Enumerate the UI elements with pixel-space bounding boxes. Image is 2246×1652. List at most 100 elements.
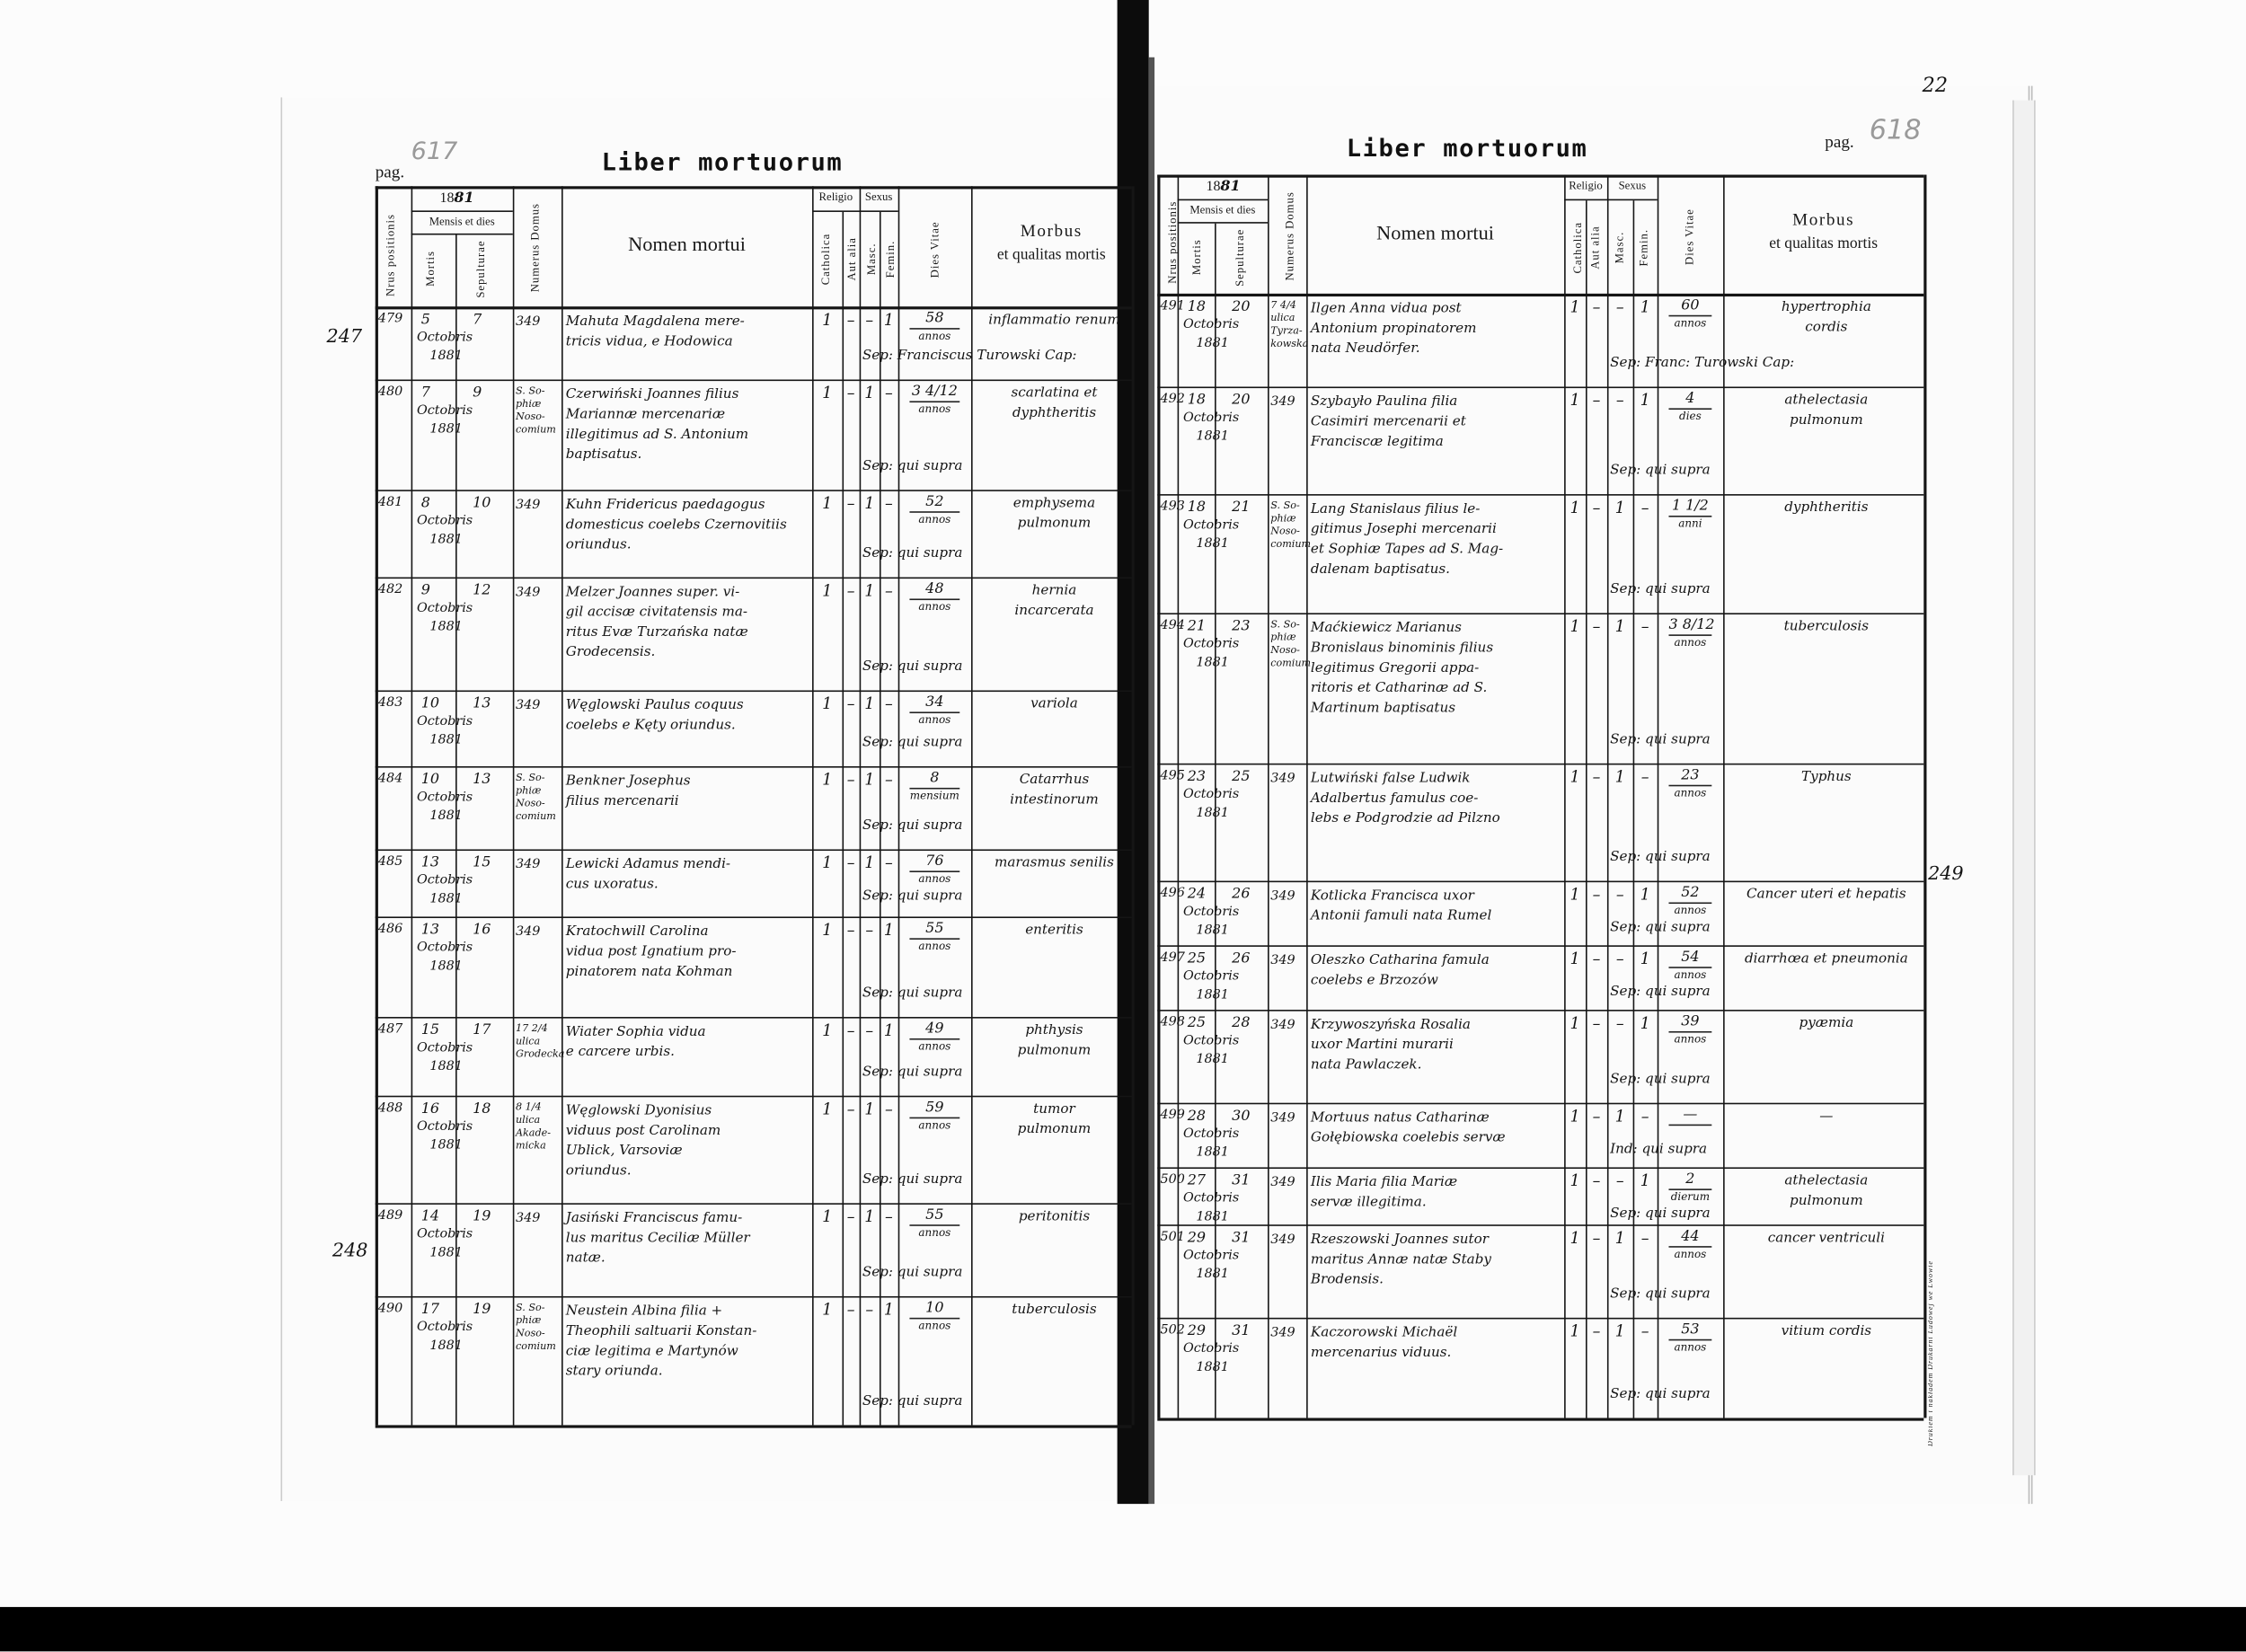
age-value: 49 <box>909 1021 960 1040</box>
age-at-death: 44 annos <box>1658 1229 1723 1260</box>
bottom-band <box>0 1606 2246 1652</box>
burial-day: 30 <box>1232 1109 1251 1125</box>
cause-of-death: peritonitis <box>980 1207 1129 1227</box>
table-right-rule <box>1131 186 1135 1426</box>
deceased-name: Benkner Josephus filius mercenarii <box>566 772 691 812</box>
header-numerus-domus: Numerus Domus <box>1283 190 1296 280</box>
month: Octobris <box>416 941 473 956</box>
name-line: dalenam baptisatus. <box>1310 561 1450 578</box>
masc-mark: 1 <box>864 694 875 714</box>
name-line: gil accisæ civitatensis ma- <box>565 604 748 621</box>
column-rule <box>1632 200 1635 1418</box>
burial-day: 21 <box>1232 499 1251 516</box>
name-line: uxor Martini murarii <box>1310 1037 1454 1053</box>
name-line: Theophili saltuarii Konstan- <box>565 1323 757 1339</box>
cause-of-death: Cancer uteri et hepatis <box>1732 885 1921 905</box>
house-number: 349 <box>1270 1109 1295 1128</box>
age-unit: annos <box>918 1118 951 1132</box>
aut-alia-mark: – <box>846 1020 855 1040</box>
burial-officiant: Sep: qui supra <box>862 545 963 562</box>
deceased-name: Lewicki Adamus mendi-cus uxoratus. <box>566 855 730 896</box>
age-unit: annos <box>1674 316 1707 330</box>
cause-line: inflammatio renum <box>988 312 1120 329</box>
name-line: Węglowski Dyonisius <box>565 1102 712 1119</box>
house-number-line: phiæ <box>515 398 542 410</box>
burial-officiant: Sep: qui supra <box>1610 849 1711 866</box>
year: 1881 <box>429 533 463 548</box>
masc-mark: – <box>865 1020 874 1040</box>
entry-number: 495 <box>1160 769 1185 784</box>
year: 1881 <box>1196 656 1229 671</box>
house-number-line: comium <box>515 1340 556 1353</box>
deceased-name: Krzywoszyńska Rosalia uxor Martini murari… <box>1311 1015 1471 1075</box>
femin-mark: – <box>1640 498 1649 517</box>
entry-number: 492 <box>1160 392 1185 407</box>
house-number-line: 7 4/4 <box>1270 299 1296 311</box>
house-number-line: phiæ <box>1270 512 1296 525</box>
name-line: Maćkiewicz Marianus <box>1310 620 1462 636</box>
cause-line: pulmonum <box>1790 412 1863 428</box>
masc-mark: 1 <box>864 1207 875 1226</box>
table-row-rule <box>375 1295 1132 1298</box>
cause-line: tuberculosis <box>1783 618 1870 635</box>
header-dies-vitae: Dies Vitae <box>927 221 941 278</box>
aut-alia-mark: – <box>1592 617 1601 636</box>
burial-day: 9 <box>473 384 482 402</box>
month: Octobris <box>416 601 473 616</box>
cause-of-death: athelectasia pulmonum <box>1732 391 1921 431</box>
masc-mark: – <box>865 310 874 330</box>
aut-alia-mark: – <box>1592 1107 1601 1126</box>
month: Octobris <box>416 1041 473 1056</box>
house-number-line: 349 <box>515 498 541 513</box>
femin-mark: – <box>884 694 893 714</box>
house-number: 349 <box>1270 887 1295 906</box>
death-day: 28 <box>1187 1109 1207 1125</box>
table-row-rule <box>1157 945 1924 947</box>
age-value: 1 1/2 <box>1668 499 1712 517</box>
table-row-rule <box>1157 494 1924 496</box>
cause-line: athelectasia <box>1784 392 1869 409</box>
year: 1881 <box>1196 1360 1229 1375</box>
month: Octobris <box>416 514 473 529</box>
name-line: Krzywoszyńska Rosalia <box>1310 1017 1471 1033</box>
year: 1881 <box>429 422 463 437</box>
column-rule <box>879 211 881 1426</box>
name-line: Antonii famuli nata Rumel <box>1310 907 1492 924</box>
age-value: 2 <box>1668 1171 1712 1190</box>
death-day: 29 <box>1187 1323 1207 1339</box>
age-value: 39 <box>1668 1014 1712 1033</box>
cause-line: scarlatina et <box>1011 384 1098 402</box>
name-line: domesticus coelebs Czernovitiis <box>565 517 787 534</box>
month: Octobris <box>1182 1034 1240 1049</box>
name-line: nata Pawlaczek. <box>1310 1056 1422 1073</box>
age-unit: anni <box>1678 517 1702 530</box>
house-number: 349 <box>1270 1323 1295 1343</box>
cause-line: athelectasia <box>1784 1172 1869 1189</box>
age-value: 3 8/12 <box>1668 617 1714 636</box>
name-line: et Sophiæ Tapes ad S. Mag- <box>1310 541 1504 558</box>
header-mensis: Mensis et dies <box>429 215 495 228</box>
pag-label-right: pag. <box>1825 131 1854 153</box>
cause-line: vitium cordis <box>1781 1323 1872 1339</box>
header-mortis: Mortis <box>423 251 438 287</box>
name-line: Benkner Josephus <box>565 773 691 790</box>
month: Octobris <box>416 1119 473 1135</box>
age-value: 59 <box>909 1100 960 1119</box>
year-rule <box>1177 199 1269 201</box>
catholica-mark: 1 <box>1570 297 1580 317</box>
year: 1881 <box>1196 806 1229 821</box>
table-row-rule <box>375 1017 1132 1019</box>
year: 1881 <box>429 959 463 975</box>
burial-officiant: Sep: qui supra <box>862 888 963 905</box>
house-number-line: 349 <box>515 699 541 714</box>
deceased-name: Szybayło Paulina filia Casimiri mercenari… <box>1311 393 1466 453</box>
name-line: Lang Stanislaus filius le- <box>1310 501 1481 517</box>
column-rule <box>1268 174 1269 1418</box>
entry-number: 485 <box>377 854 403 870</box>
name-line: coelebs e Kęty oriundus. <box>565 717 736 734</box>
cause-line: dyphtheritis <box>1012 405 1097 421</box>
cause-line: pulmonum <box>1017 1121 1092 1137</box>
death-day: 25 <box>1187 950 1207 967</box>
name-line: Casimiri mercenarii et <box>1310 413 1466 430</box>
month: Octobris <box>416 403 473 419</box>
